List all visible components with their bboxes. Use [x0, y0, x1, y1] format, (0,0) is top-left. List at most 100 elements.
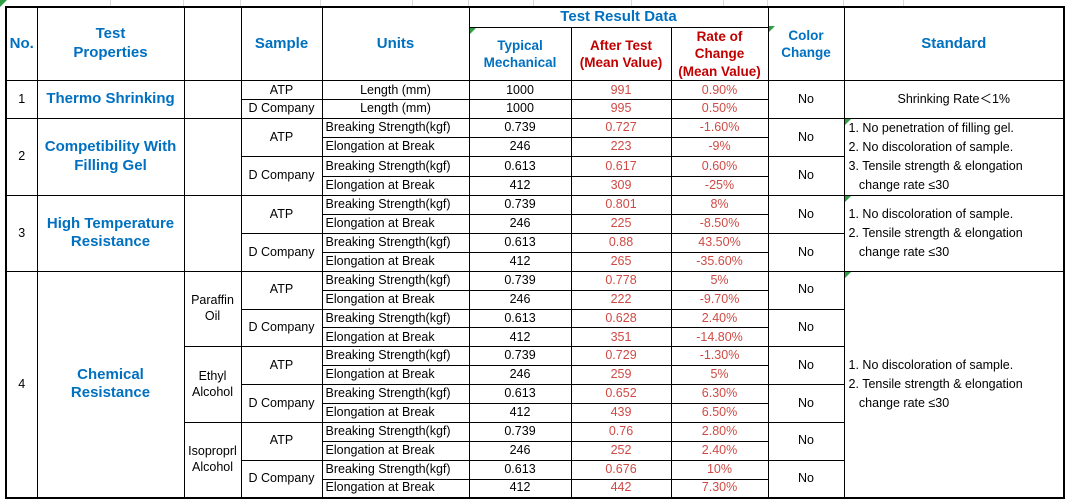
cell-rate: -1.60% — [670, 118, 769, 139]
cell-color-change: No — [767, 195, 845, 234]
cell-subcategory: Ethyl Alcohol — [183, 346, 242, 423]
cell-after: 0.727 — [570, 118, 672, 139]
cell-typical: 0.613 — [468, 232, 572, 253]
cell-after: 0.729 — [570, 346, 672, 367]
cell-typical: 412 — [468, 327, 572, 348]
cell-unit: Breaking Strength(kgf) — [321, 308, 470, 329]
cell-after: 0.76 — [570, 421, 672, 442]
cell-rate: 2.40% — [670, 308, 769, 329]
table-row: Ethyl Alcohol ATP Breaking Strength(kgf)… — [6, 346, 1064, 423]
cell-after: 439 — [570, 402, 672, 423]
header-row-1: No. Test Properties Sample Units Test Re… — [5, 6, 1065, 82]
cell-after: 0.652 — [570, 384, 672, 404]
cell-rate: -25% — [670, 176, 769, 197]
cell-color-change: No — [767, 232, 845, 272]
header-test-result-data: Test Result Data — [468, 6, 769, 28]
cell-color-change: No — [767, 270, 845, 310]
cell-unit: Breaking Strength(kgf) — [321, 155, 470, 178]
cell-typical: 0.739 — [468, 270, 572, 291]
cell-typical: 1000 — [468, 80, 572, 101]
cell-after: 265 — [570, 251, 672, 272]
cell-typical: 0.739 — [468, 346, 572, 367]
header-after-test: After Test (Mean Value) — [570, 26, 672, 82]
cell-unit: Breaking Strength(kgf) — [321, 459, 470, 480]
cell-color-change: No — [767, 118, 845, 157]
cell-sample: ATP — [240, 421, 323, 461]
cell-color-change: No — [767, 421, 845, 461]
cell-sample: D Company — [240, 99, 323, 120]
cell-property: Competibility With Filling Gel — [36, 118, 185, 197]
cell-after: 223 — [570, 137, 672, 157]
cell-standard: 1. No discoloration of sample. 2. Tensil… — [843, 270, 1065, 499]
table-row: Elongation at Break 246 252 2.40% — [6, 440, 1064, 461]
header-units: Units — [321, 6, 470, 82]
cell-typical: 0.613 — [468, 155, 572, 178]
cell-color-change: No — [767, 80, 845, 120]
cell-after: 225 — [570, 214, 672, 234]
header-sample: Sample — [240, 6, 323, 82]
cell-after: 0.801 — [570, 195, 672, 216]
cell-rate: 2.80% — [670, 421, 769, 442]
table-row: D Company Breaking Strength(kgf) 0.613 0… — [6, 308, 1064, 348]
cell-after: 0.617 — [570, 155, 672, 178]
table-row: D Company Length (mm) 1000 995 0.50% — [6, 99, 1064, 120]
cell-typical: 246 — [468, 365, 572, 386]
cell-after: 0.676 — [570, 459, 672, 480]
table-row: Elongation at Break 412 265 -35.60% — [6, 251, 1064, 272]
table-row: Elongation at Break 412 351 -14.80% — [6, 327, 1064, 348]
cell-rate: 0.50% — [670, 99, 769, 120]
cell-sample: ATP — [240, 270, 323, 310]
cell-rate: -9% — [670, 137, 769, 157]
cell-sample: ATP — [240, 346, 323, 386]
table-row: Isoproprl Alcohol ATP Breaking Strength(… — [6, 421, 1064, 499]
cell-after: 309 — [570, 176, 672, 197]
cell-subcategory: Isoproprl Alcohol — [183, 421, 242, 499]
cell-rate: 5% — [670, 270, 769, 291]
cell-rate: 0.60% — [670, 155, 769, 178]
cell-typical: 1000 — [468, 99, 572, 120]
cell-no: 1 — [5, 80, 38, 120]
table-row: Elongation at Break 246 222 -9.70% — [6, 289, 1064, 310]
cell-sample: D Company — [240, 155, 323, 197]
cell-typical: 246 — [468, 440, 572, 461]
cell-typical: 0.739 — [468, 118, 572, 139]
cell-typical: 246 — [468, 214, 572, 234]
table-row: D Company Breaking Strength(kgf) 0.613 0… — [6, 155, 1064, 197]
table-row: 1 Thermo Shrinking ATP Length (mm) 1000 … — [5, 80, 1065, 120]
cell-rate: 43.50% — [670, 232, 769, 253]
cell-sample: ATP — [240, 195, 323, 234]
cell-typical: 412 — [468, 402, 572, 423]
top-gridlines — [0, 0, 1067, 6]
cell-sample: ATP — [240, 118, 323, 157]
cell-typical: 0.613 — [468, 459, 572, 480]
cell-rate: 6.50% — [670, 402, 769, 423]
cell-rate: -1.30% — [670, 346, 769, 367]
cell-color-change: No — [767, 155, 845, 197]
cell-after: 252 — [570, 440, 672, 461]
header-color-change: Color Change — [767, 6, 845, 82]
cell-standard: 1. No discoloration of sample. 2. Tensil… — [843, 195, 1065, 272]
cell-no: 2 — [5, 118, 38, 197]
cell-rate: -8.50% — [670, 214, 769, 234]
cell-rate: 6.30% — [670, 384, 769, 404]
cell-after: 0.628 — [570, 308, 672, 329]
cell-sample: D Company — [240, 232, 323, 272]
test-results-table: No. Test Properties Sample Units Test Re… — [5, 6, 1066, 499]
table-row: D Company Breaking Strength(kgf) 0.613 0… — [6, 384, 1064, 423]
cell-color-change: No — [767, 384, 845, 423]
table-row: 3 High Temperature Resistance ATP Breaki… — [5, 195, 1065, 272]
cell-typical: 0.613 — [468, 308, 572, 329]
cell-typical: 412 — [468, 478, 572, 499]
cell-unit: Breaking Strength(kgf) — [321, 384, 470, 404]
cell-unit: Elongation at Break — [321, 176, 470, 197]
cell-unit: Elongation at Break — [321, 289, 470, 310]
cell-after: 0.88 — [570, 232, 672, 253]
cell-after: 0.778 — [570, 270, 672, 291]
cell-unit: Breaking Strength(kgf) — [321, 195, 470, 216]
cell-unit: Elongation at Break — [321, 478, 470, 499]
cell-sample: D Company — [240, 459, 323, 499]
cell-subcategory-empty — [183, 195, 242, 272]
cell-subcategory-empty — [183, 118, 242, 197]
cell-unit: Length (mm) — [321, 99, 470, 120]
sheet-corner-indicator-icon — [0, 0, 7, 7]
